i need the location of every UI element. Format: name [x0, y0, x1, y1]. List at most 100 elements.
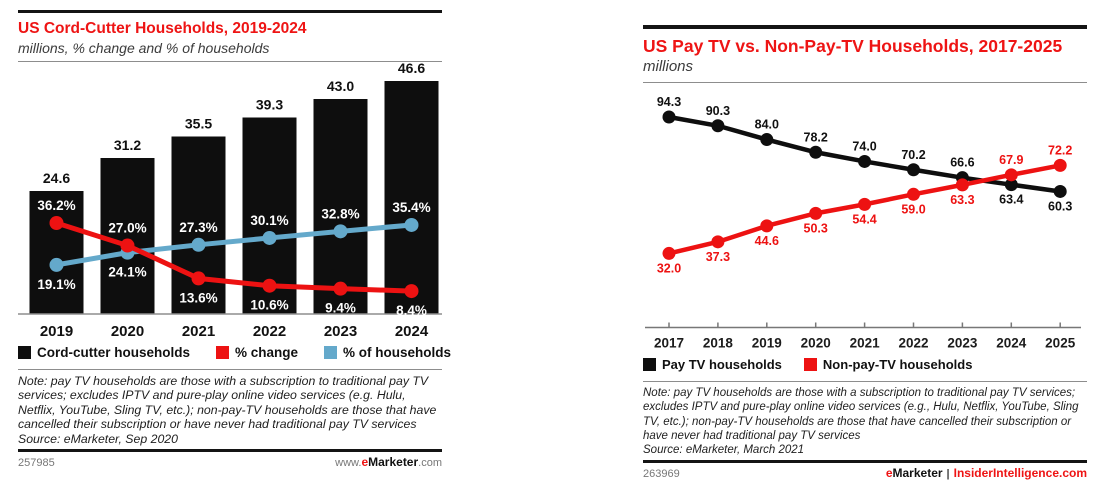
pay-tv-households-value-label: 70.2: [901, 148, 925, 162]
top-rule: [18, 10, 442, 13]
x-axis-label: 2025: [1045, 336, 1076, 351]
brand-name: Marketer: [892, 466, 943, 481]
pay-tv-households-point-2017: [662, 110, 676, 124]
non-pay-tv-households-point-2022: [907, 187, 920, 201]
of-households-value-label: 24.1%: [108, 264, 146, 279]
change-value-label: 36.2%: [37, 198, 75, 213]
x-axis-label: 2024: [996, 336, 1027, 351]
non-pay-tv-households-value-label: 44.6: [755, 234, 779, 248]
legend-swatch-of-households: [324, 345, 338, 359]
header-divider: [18, 60, 442, 62]
source-text: Source: eMarketer, March 2021: [643, 444, 805, 457]
bar-2020: [100, 157, 155, 314]
pay-tv-households-point-2025: [1053, 185, 1067, 199]
non-pay-tv-households-point-2025: [1053, 159, 1067, 173]
non-pay-tv-households-value-label: 50.3: [804, 221, 828, 235]
non-pay-tv-households-point-2023: [955, 178, 969, 192]
legend-label: Pay TV households: [662, 357, 782, 373]
of-households-point-2023: [333, 224, 348, 239]
top-rule: [643, 25, 1087, 29]
change-value-label: 9.4%: [325, 300, 356, 315]
non-pay-tv-households-value-label: 72.2: [1048, 144, 1072, 158]
non-pay-tv-households-value-label: 54.4: [852, 213, 876, 227]
change-value-label: 27.0%: [108, 220, 146, 235]
cord-cutter-plot: 24.6 31.2 35.5 39.3 43.0 46.6 2019 2020 2021 2022…: [18, 62, 442, 340]
x-axis-label: 2021: [182, 323, 215, 340]
source-text: Source: eMarketer, Sep 2020: [18, 431, 178, 446]
x-axis-label: 2019: [752, 336, 782, 351]
legend-item-change: % change: [216, 345, 298, 360]
brand-e: e: [885, 466, 893, 481]
pay-tv-households-value-label: 63.4: [999, 193, 1023, 207]
legend-item-of-households: % of households: [324, 345, 451, 360]
legend-swatch-cord-cutter-households: [18, 345, 31, 359]
x-axis-label: 2020: [111, 323, 144, 340]
pay-tv-households-value-label: 94.3: [657, 95, 681, 109]
bar-value-label: 43.0: [327, 78, 354, 94]
legend-label: % change: [235, 344, 299, 360]
of-households-point-2021: [191, 237, 206, 252]
x-axis-label: 2019: [40, 323, 73, 340]
brand-name: Marketer: [368, 455, 419, 470]
of-households-value-label: 19.1%: [37, 277, 75, 292]
bar-value-label: 31.2: [114, 137, 141, 153]
bar-value-label: 24.6: [43, 170, 70, 186]
footnote: Note: pay TV households are those with a…: [18, 374, 442, 447]
pay-tv-households-value-label: 84.0: [755, 118, 779, 132]
cord-cutter-chart-card: US Cord-Cutter Households, 2019-2024 mil…: [18, 10, 451, 469]
pay-tv-chart-card: US Pay TV vs. Non-Pay-TV Households, 201…: [643, 25, 1087, 480]
bottom-rule: [643, 460, 1087, 464]
chart-title: US Pay TV vs. Non-Pay-TV Households, 201…: [643, 36, 1063, 56]
x-axis-label: 2023: [324, 323, 357, 340]
brand-e: e: [361, 455, 369, 470]
bottom-rule: [18, 449, 442, 453]
pay-tv-plot: 2017 2018 2019 2020 2021 2022 2023 2024 2025 94.3…: [645, 95, 1081, 351]
legend-label: % of households: [343, 344, 452, 360]
legend-swatch-non-pay-tv-households: [803, 358, 817, 372]
pay-tv-households-point-2018: [711, 119, 725, 133]
chart-footer: 257985 www.eMarketer.com: [18, 455, 442, 469]
non-pay-tv-households-value-label: 59.0: [901, 202, 925, 216]
brand-suffix: .com: [418, 457, 442, 470]
non-pay-tv-households-value-label: 67.9: [999, 153, 1023, 167]
non-pay-tv-households-point-2024: [1004, 168, 1018, 182]
change-point-2024: [404, 283, 419, 298]
legend-item-cord-cutter-households: Cord-cutter households: [18, 345, 190, 360]
bar-2023: [313, 98, 368, 314]
pay-tv-households-point-2022: [907, 163, 920, 177]
brand-prefix: www.: [335, 457, 362, 470]
insider-intelligence-brand: eMarketer | InsiderIntelligence.com: [886, 466, 1087, 480]
x-axis-label: 2021: [850, 336, 881, 351]
non-pay-tv-households-point-2018: [711, 235, 725, 249]
legend-divider: [18, 368, 442, 370]
legend: Cord-cutter households % change % of house…: [18, 345, 451, 360]
non-pay-tv-households-point-2019: [760, 219, 774, 233]
non-pay-tv-households-value-label: 37.3: [706, 250, 730, 264]
legend: Pay TV households Non-pay-TV households: [643, 357, 1087, 372]
of-households-point-2019: [49, 257, 64, 272]
of-households-point-2024: [404, 217, 419, 232]
x-axis-label: 2018: [703, 336, 734, 351]
legend-item-pay-tv-households: Pay TV households: [643, 357, 782, 372]
x-axis-label: 2017: [654, 336, 684, 351]
brand-separator: |: [946, 468, 950, 481]
bar-value-label: 46.6: [398, 62, 425, 76]
of-households-value-label: 32.8%: [321, 206, 359, 221]
of-households-value-label: 30.1%: [250, 213, 288, 228]
note-text: Note: pay TV households are those with a…: [643, 387, 1079, 442]
non-pay-tv-households-value-label: 63.3: [950, 193, 974, 207]
bar-2024: [384, 80, 439, 314]
legend-divider: [643, 381, 1087, 383]
change-value-label: 8.4%: [396, 303, 427, 318]
legend-item-non-pay-tv-households: Non-pay-TV households: [803, 357, 972, 372]
non-pay-tv-households-point-2021: [858, 198, 872, 212]
chart-id: 263969: [643, 468, 680, 481]
change-point-2022: [262, 278, 277, 293]
bar-value-label: 35.5: [185, 115, 212, 131]
change-point-2019: [49, 215, 64, 230]
pay-tv-households-value-label: 60.3: [1048, 200, 1072, 214]
non-pay-tv-households-value-label: 32.0: [657, 262, 681, 276]
bar-value-label: 39.3: [256, 96, 283, 112]
of-households-value-label: 35.4%: [392, 200, 430, 215]
